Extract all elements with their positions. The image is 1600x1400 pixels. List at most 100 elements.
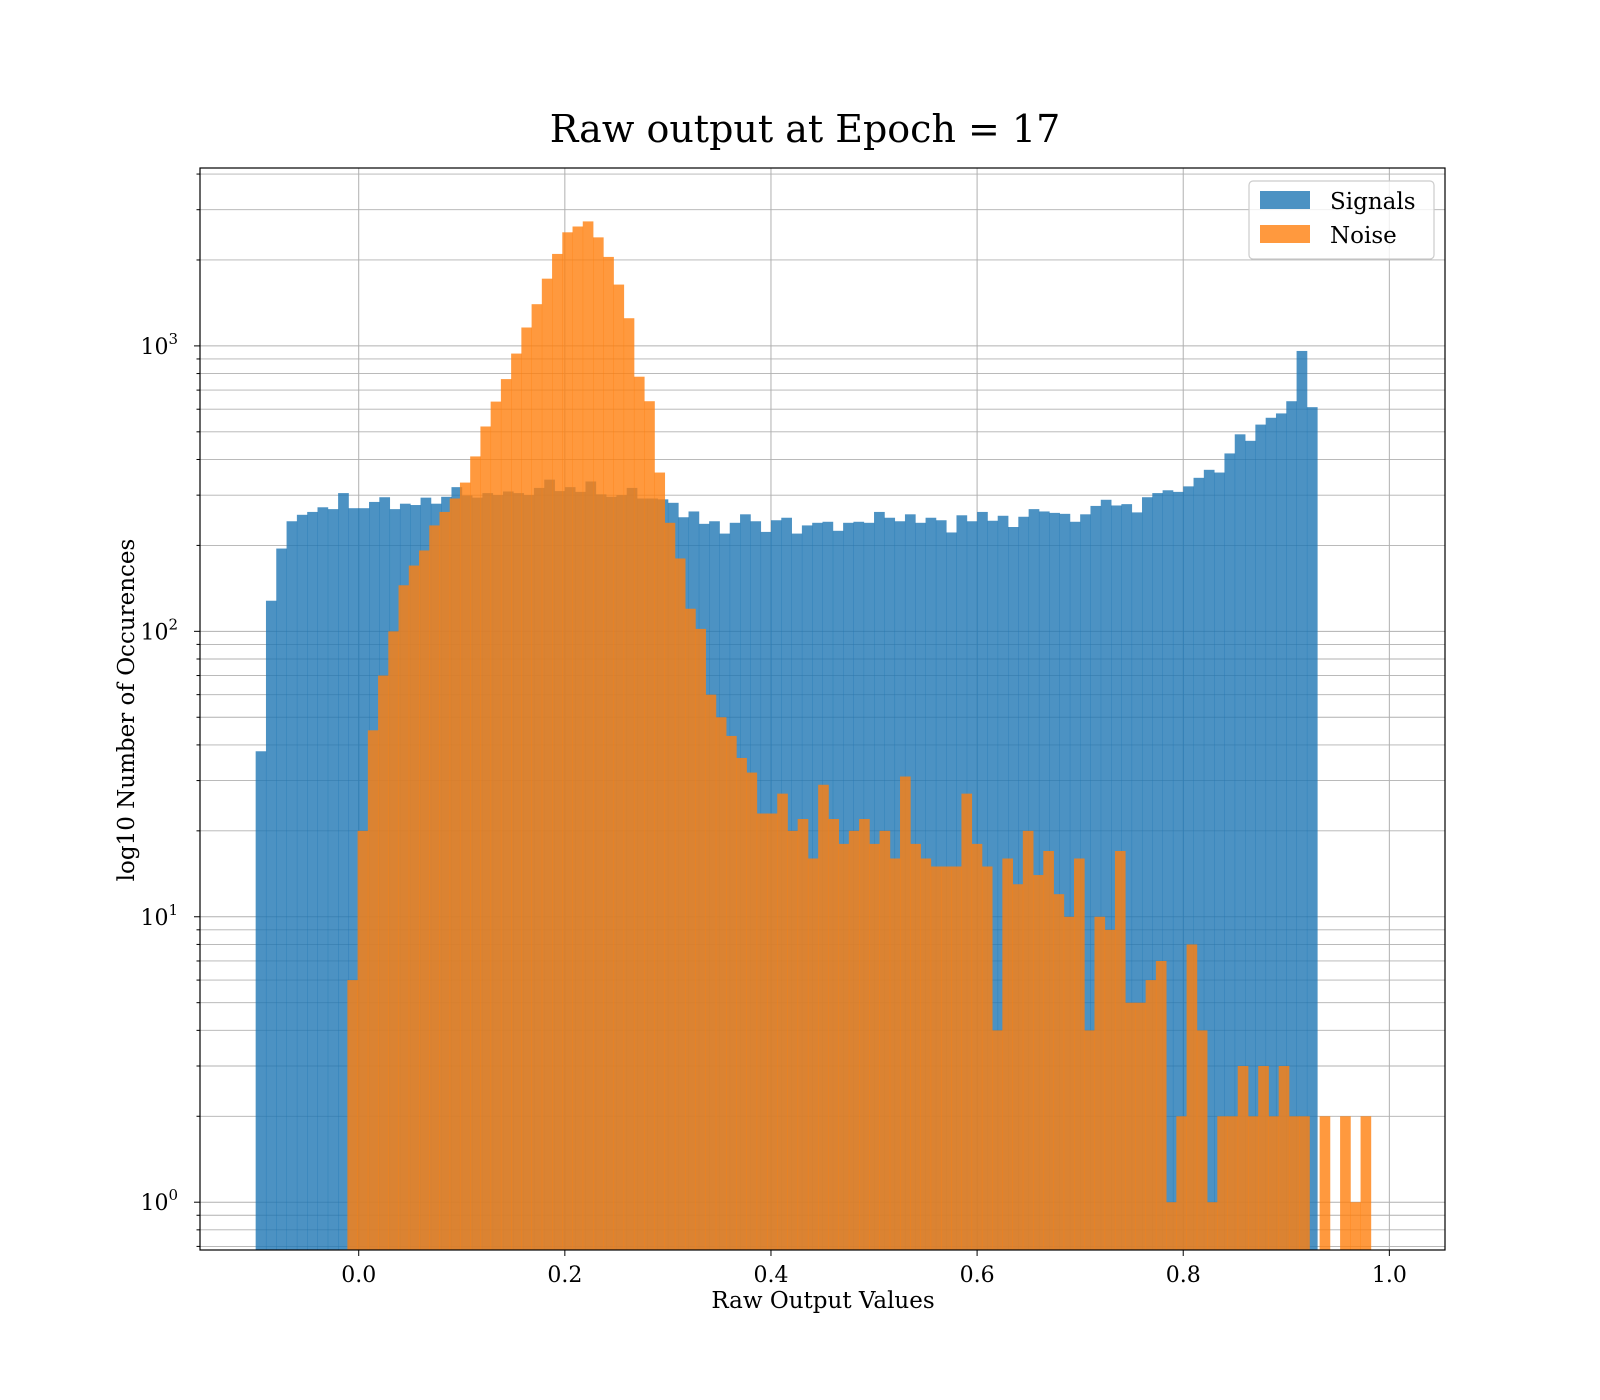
noise-bar [633,376,645,1251]
noise-bar [1155,960,1167,1250]
noise-bar [429,525,440,1250]
x-tick-label: 0.4 [753,1263,788,1288]
signals-bar [1172,491,1184,1250]
noise-bar [500,379,512,1251]
noise-bar [572,226,584,1251]
noise-bar [439,511,451,1250]
noise-bar [685,608,696,1250]
signals-bar [1224,453,1236,1250]
y-axis-label: log10 Number of Occurences [114,539,140,882]
noise-bar [1084,1030,1095,1250]
noise-bar [623,318,635,1250]
noise-bar [1104,929,1116,1250]
noise-bar [920,858,932,1250]
noise-bar [777,793,788,1250]
signals-bar [1162,490,1174,1251]
legend-swatch-signals [1260,191,1310,209]
noise-bar [603,256,614,1250]
signals-bar [265,600,277,1250]
signals-bar [255,751,267,1250]
noise-bar [1299,1116,1310,1250]
noise-bar [787,830,799,1250]
noise-bar [582,221,594,1250]
noise-bar [1166,1202,1177,1250]
signals-bar [1245,440,1256,1251]
noise-bar [1094,916,1106,1250]
noise-bar [930,866,942,1250]
signals-bar [296,514,308,1250]
noise-bar [910,843,921,1250]
signals-bar [1090,505,1102,1251]
signals-bar [1255,424,1267,1251]
noise-bar [746,772,758,1250]
noise-bar [1033,875,1044,1250]
noise-bar [961,793,973,1250]
signals-bar [987,520,999,1250]
noise-bar [654,472,666,1250]
legend-swatch-noise [1260,225,1310,243]
noise-bar [674,558,686,1250]
x-axis-label: Raw Output Values [711,1288,934,1314]
noise-bar [480,426,492,1250]
noise-bar [490,401,502,1250]
legend-label-noise: Noise [1330,223,1397,249]
x-tick-label: 0.8 [1166,1263,1201,1288]
chart-title: Raw output at Epoch = 17 [550,107,1061,151]
noise-bar [1135,1002,1147,1250]
signals-bar [1275,413,1287,1250]
noise-bar [378,675,389,1250]
noise-bar [541,278,553,1250]
signals-bar [327,509,339,1250]
noise-bar [449,498,461,1250]
noise-bar [971,843,983,1250]
signals-bar [1193,477,1205,1251]
noise-bar [1114,850,1126,1250]
noise-bar [1125,1002,1136,1250]
noise-bar [388,631,399,1250]
noise-bar [1247,1116,1259,1250]
y-tick-label: 100 [140,1186,178,1216]
signals-bar [1059,513,1071,1250]
noise-bar [408,565,420,1250]
noise-bar [1207,1202,1218,1250]
noise-bar [828,819,840,1250]
noise-bar [766,813,778,1250]
noise-bar [1053,894,1065,1250]
noise-bar [1227,1116,1239,1250]
noise-bar [1360,1116,1372,1250]
noise-bar [592,237,604,1251]
noise-bar [1176,1116,1187,1250]
signals-bar [286,521,298,1250]
noise-bar [521,327,532,1250]
noise-bar [879,830,891,1250]
noise-bar [459,482,471,1250]
noise-bar [1217,1116,1228,1250]
signals-bar [1100,499,1112,1251]
noise-bar [1012,884,1024,1250]
noise-bar [398,585,410,1250]
noise-bar [357,830,369,1250]
noise-bar [1186,944,1198,1250]
noise-bar [1237,1066,1249,1250]
noise-bar [726,735,737,1250]
noise-bar [562,232,573,1251]
signals-bar [1286,401,1297,1250]
noise-bar [644,401,655,1250]
signals-bar [1234,434,1246,1250]
signals-bar [1203,469,1215,1250]
noise-bar [869,843,880,1250]
plot-frame [199,167,1446,1251]
noise-bar [1258,1066,1269,1250]
noise-bar [807,858,819,1250]
signals-bar [1183,486,1194,1250]
noise-bar [797,819,809,1250]
signals-bar [1265,417,1277,1250]
signals-bar [1121,504,1133,1250]
noise-bar [367,730,379,1250]
signals-bar [1080,514,1091,1250]
signals-bar [1152,493,1164,1251]
noise-bar [531,304,543,1250]
x-tick-label: 0.6 [960,1263,995,1288]
noise-bar [1268,1116,1280,1250]
